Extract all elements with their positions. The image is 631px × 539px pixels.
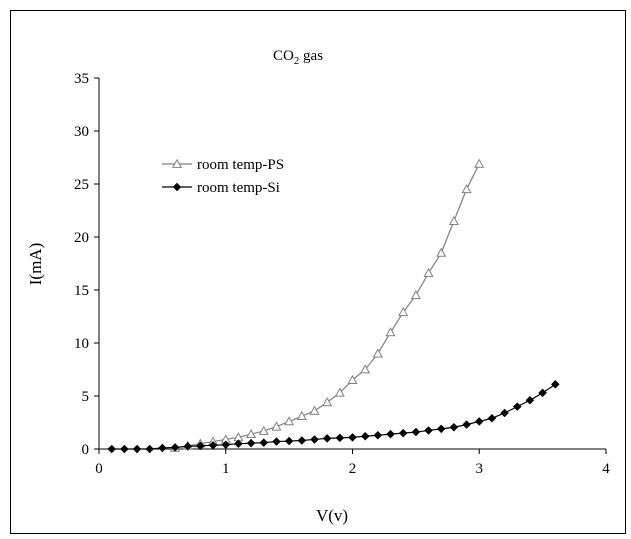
data-point: [246, 428, 257, 439]
y-tick-label: 30: [74, 124, 89, 140]
data-point: [525, 395, 535, 405]
data-point: [550, 379, 560, 389]
data-point: [271, 421, 282, 431]
data-point: [322, 397, 333, 407]
data-point: [436, 424, 446, 434]
data-point: [512, 402, 522, 411]
data-point: [500, 408, 509, 418]
legend: room temp-PS room temp-Si: [162, 157, 284, 196]
data-point: [385, 327, 396, 337]
data-point: [322, 434, 332, 443]
legend-label: room temp-PS: [197, 157, 284, 173]
data-point: [436, 247, 447, 257]
x-tick-label: 0: [95, 461, 103, 477]
data-point: [474, 158, 485, 168]
data-point: [234, 439, 243, 449]
plot-area: [107, 158, 560, 454]
series-room-temp-si: [107, 379, 560, 454]
data-point: [259, 438, 269, 447]
y-tick-label: 10: [74, 336, 89, 352]
data-point: [297, 436, 307, 445]
data-point: [296, 410, 307, 420]
data-point: [183, 441, 193, 451]
data-point: [538, 388, 547, 398]
legend-label: room temp-Si: [197, 180, 280, 196]
data-point: [208, 440, 218, 450]
data-point: [360, 364, 371, 374]
ticks: 0 1 2 3 4 0 5 10 15 20 25 30 35: [74, 71, 610, 477]
data-point: [170, 443, 180, 452]
data-point: [335, 433, 345, 443]
data-point: [145, 444, 155, 454]
data-point: [284, 436, 294, 446]
data-point: [119, 444, 129, 454]
chart-frame: [10, 10, 626, 534]
y-tick-label: 5: [82, 389, 90, 405]
data-point: [448, 215, 459, 225]
x-axis-title: V(v): [316, 506, 348, 525]
data-point: [132, 444, 142, 454]
data-point: [347, 374, 358, 384]
chart-title: CO2 gas: [273, 48, 323, 67]
data-point: [386, 429, 395, 439]
legend-marker: [172, 182, 182, 192]
data-point: [423, 267, 434, 277]
data-point: [487, 413, 497, 423]
x-tick-label: 4: [602, 461, 610, 477]
data-point: [462, 420, 471, 429]
y-tick-label: 20: [74, 230, 89, 246]
y-tick-label: 25: [74, 177, 89, 193]
data-point: [372, 348, 383, 358]
legend-marker: [171, 158, 183, 168]
data-point: [449, 422, 459, 432]
data-point: [360, 431, 370, 441]
data-point: [107, 444, 117, 454]
data-point: [221, 440, 231, 450]
data-point: [284, 416, 295, 426]
data-point: [373, 430, 383, 440]
data-point: [461, 184, 472, 194]
data-point: [411, 427, 421, 437]
x-tick-label: 3: [476, 461, 484, 477]
data-point: [196, 441, 205, 451]
legend-item: room temp-Si: [162, 180, 280, 196]
data-point: [410, 290, 421, 300]
y-tick-label: 35: [74, 71, 89, 87]
data-point: [334, 387, 345, 397]
data-point: [272, 437, 281, 446]
y-tick-label: 15: [74, 283, 89, 299]
y-axis-title: I(mA): [26, 243, 45, 285]
data-point: [158, 443, 167, 453]
legend-item: room temp-PS: [162, 157, 284, 173]
data-point: [398, 428, 408, 438]
data-point: [246, 438, 256, 448]
data-point: [424, 426, 433, 435]
data-point: [348, 432, 357, 442]
y-tick-label: 0: [82, 442, 90, 458]
x-tick-label: 1: [222, 461, 230, 477]
data-point: [310, 435, 319, 444]
data-point: [258, 425, 269, 435]
data-point: [309, 405, 320, 415]
data-point: [474, 417, 484, 426]
x-tick-label: 2: [349, 461, 357, 477]
data-point: [398, 307, 409, 317]
